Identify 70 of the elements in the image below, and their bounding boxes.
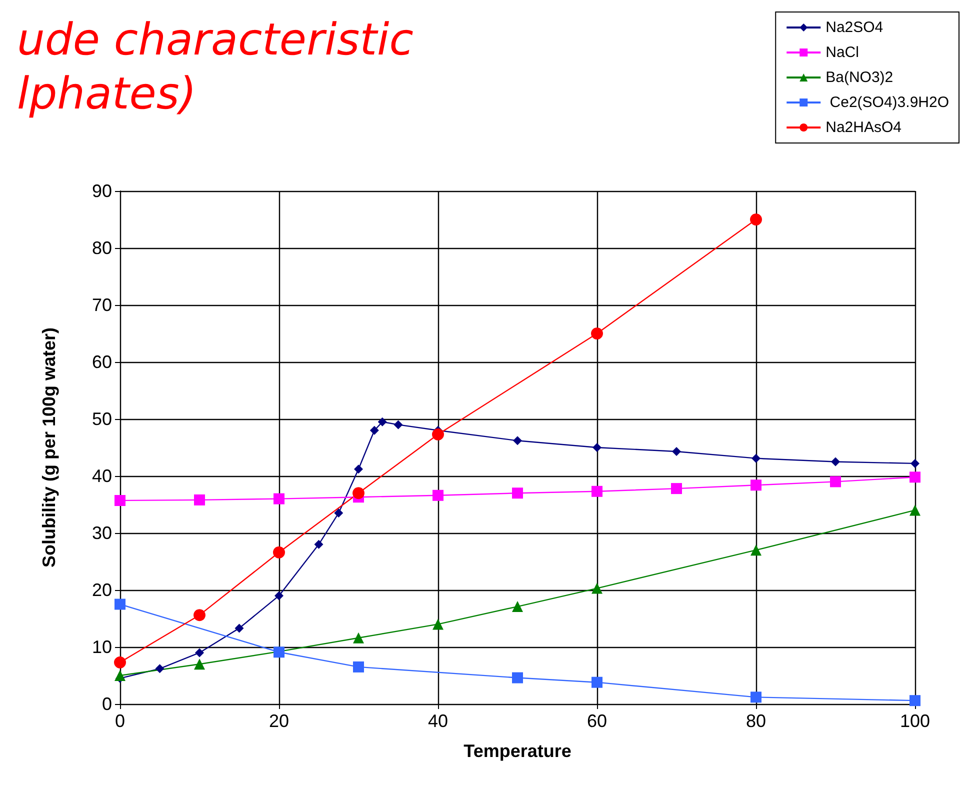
point <box>831 457 840 466</box>
point <box>592 676 602 688</box>
y-axis-title: Solubility (g per 100g water) <box>39 327 59 568</box>
point <box>513 436 522 446</box>
y-tick-label: 50 <box>92 409 112 429</box>
point <box>114 598 126 610</box>
point <box>273 546 285 558</box>
chart-title: ude characteristic lphates) <box>17 14 414 120</box>
y-tick-label: 70 <box>92 295 112 315</box>
point <box>671 483 682 494</box>
point <box>274 591 284 600</box>
point <box>910 504 920 516</box>
point <box>750 692 762 703</box>
point <box>155 664 164 674</box>
y-tick-label: 0 <box>102 694 112 714</box>
point <box>910 695 920 706</box>
point <box>830 476 841 488</box>
point <box>194 658 205 670</box>
point <box>234 624 244 633</box>
point <box>592 486 602 497</box>
point <box>114 495 126 506</box>
point <box>352 487 364 500</box>
point <box>432 428 444 440</box>
point <box>370 426 379 435</box>
y-tick-label: 20 <box>92 580 112 600</box>
point <box>750 480 762 491</box>
point <box>910 472 920 483</box>
x-tick-label: 80 <box>746 711 766 731</box>
x-tick-label: 60 <box>586 711 608 731</box>
legend-label: NaCl <box>826 44 859 61</box>
point <box>194 609 206 622</box>
point <box>752 454 760 463</box>
point <box>353 632 364 644</box>
point <box>394 420 403 430</box>
point <box>512 601 523 612</box>
y-tick-label: 30 <box>92 523 112 543</box>
point <box>672 446 681 456</box>
point <box>591 328 603 340</box>
point <box>750 214 762 226</box>
point <box>354 464 363 474</box>
point <box>592 582 602 594</box>
point <box>910 458 920 468</box>
point <box>750 544 762 556</box>
y-tick-label: 40 <box>92 466 112 486</box>
x-tick-label: 100 <box>900 711 930 731</box>
x-tick-label: 20 <box>268 711 290 731</box>
point <box>353 661 364 672</box>
y-tick-label: 10 <box>92 637 112 657</box>
y-tick-label: 80 <box>92 238 112 258</box>
point <box>114 656 126 668</box>
point <box>314 540 324 549</box>
legend-label: Ba(NO3)2 <box>826 69 894 86</box>
point <box>592 443 602 452</box>
point <box>195 648 204 658</box>
legend-label: Na2HAsO4 <box>826 119 902 136</box>
point <box>432 490 444 501</box>
point <box>512 488 523 499</box>
x-axis-title: Temperature <box>464 741 572 761</box>
y-tick-label: 90 <box>92 181 112 201</box>
point <box>274 493 284 504</box>
x-tick-label: 0 <box>114 711 126 731</box>
point <box>194 494 205 506</box>
point <box>334 508 344 518</box>
point <box>512 672 523 684</box>
point <box>378 417 387 426</box>
legend-label: Ce2(SO4)3.9H2O <box>826 94 950 111</box>
point <box>432 618 444 630</box>
x-tick-label: 40 <box>428 711 448 731</box>
legend-label: Na2SO4 <box>826 19 884 36</box>
y-tick-label: 60 <box>92 352 112 372</box>
